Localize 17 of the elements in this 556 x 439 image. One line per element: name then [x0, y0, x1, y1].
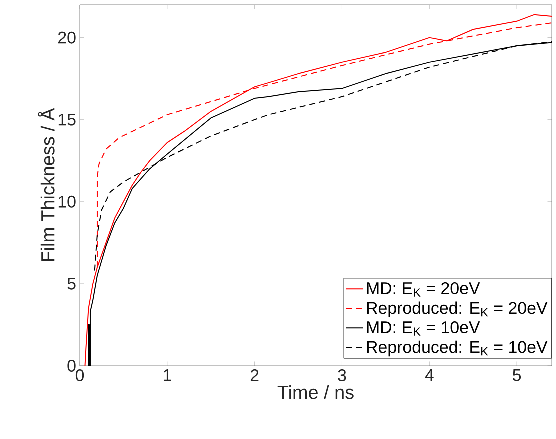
legend-label: MD: E$_{K}$ = 20eV: [367, 282, 480, 297]
y-tick-label: 10: [58, 196, 76, 208]
y-tick-label: 20: [58, 32, 76, 44]
y-tick-label: 5: [68, 278, 76, 290]
legend-label: Reproduced: E$_{K}$ = 20eV: [367, 302, 548, 318]
x-tick-label: 1: [164, 370, 172, 382]
x-tick-label: 2: [250, 370, 259, 382]
y-tick-label: 15: [58, 114, 76, 126]
y-axis-title: Film Thickness / Å: [38, 108, 55, 262]
x-tick-label: 5: [513, 370, 522, 382]
legend-label: Reproduced: E$_{K}$ = 10eV: [367, 340, 548, 357]
y-tick-label: 0: [68, 360, 76, 372]
legend-label: MD: E$_{K}$ = 10eV: [367, 322, 480, 336]
x-tick-label: 3: [338, 370, 346, 382]
x-tick-label: 0: [76, 370, 84, 382]
x-axis-title: Time / ns: [278, 385, 354, 400]
x-tick-label: 4: [425, 370, 434, 382]
